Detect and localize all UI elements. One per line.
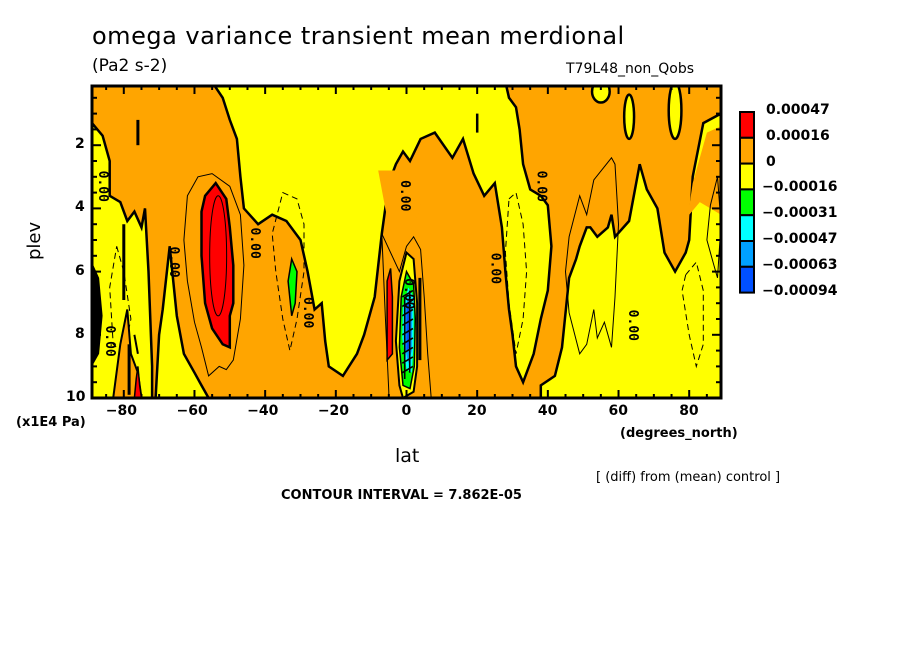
contour-value-label: 0.00 — [401, 278, 416, 309]
x-axis-label: lat — [395, 445, 420, 467]
colorbar-label: 0 — [766, 153, 776, 170]
y-tick-label: 6 — [75, 262, 85, 279]
colorbar-swatch — [739, 111, 755, 139]
contour-line — [183, 173, 245, 377]
contour-line — [209, 195, 228, 317]
contour-value-label: 0.00 — [247, 228, 262, 259]
level-fill-yellow-spike — [154, 246, 211, 398]
colorbar-swatch — [739, 136, 755, 165]
x-tick-label: 40 — [537, 403, 558, 419]
level-fill-orange-intrusion — [378, 164, 421, 272]
x-tick-label: −60 — [176, 403, 208, 419]
level-fill-green-south — [287, 256, 298, 317]
y-tick-label: 4 — [75, 199, 85, 216]
level-fill-yellow-central — [213, 86, 553, 386]
contour-value-label: 0.00 — [166, 246, 181, 277]
colorbar-swatch — [739, 214, 755, 242]
level-fill-orange-spike — [112, 309, 143, 398]
y-tick-label: 10 — [66, 389, 86, 405]
colorbar-label: −0.00016 — [762, 179, 838, 196]
contour-line-negative — [681, 261, 704, 369]
diff-note: [ (diff) from (mean) control ] — [596, 470, 781, 485]
colorbar-swatch — [739, 162, 755, 191]
x-tick-label: −40 — [247, 403, 279, 419]
y-axis-unit: (x1E4 Pa) — [16, 415, 86, 430]
contour-line-negative — [504, 191, 528, 354]
contour-line-negative — [109, 246, 132, 355]
contour-value-label: 0.00 — [95, 171, 110, 202]
colorbar-label: 0.00016 — [766, 127, 830, 144]
x-axis-unit: (degrees_north) — [620, 426, 738, 441]
colorbar-label: −0.00047 — [762, 231, 838, 247]
level-fill-yellow-blob — [622, 93, 636, 141]
experiment-label: T79L48_non_Qobs — [566, 61, 695, 77]
colorbar-label: −0.00094 — [762, 282, 838, 299]
units-label: (Pa2 s-2) — [92, 56, 168, 76]
axis-ticks — [92, 86, 721, 398]
contour-field: 0.00 0.00 0.00 0.00 0.00 0.00 0.00 0.00 0.00 0.00 — [92, 86, 721, 398]
contour-value-label: 0.00 — [397, 180, 412, 211]
contour-line — [133, 334, 139, 354]
contour-value-label: 0.00 — [102, 325, 117, 356]
contour-line — [564, 156, 620, 355]
level-fill-red-south-pole — [133, 366, 143, 398]
x-tick-label: 0 — [401, 403, 412, 419]
contour-value-label: 0.00 — [533, 171, 548, 202]
x-tick-label: −20 — [317, 403, 350, 419]
colorbar-label: −0.00031 — [762, 205, 838, 222]
level-fill-red-equator — [386, 268, 394, 363]
x-tick-label: 80 — [679, 403, 699, 419]
colorbar-swatch — [739, 188, 755, 217]
y-tick-label: 2 — [75, 136, 85, 153]
y-tick-label: 8 — [75, 325, 85, 342]
contour-value-label: 0.00 — [300, 297, 315, 328]
colorbar-label: 0.00047 — [766, 102, 830, 118]
x-tick-label: 20 — [467, 403, 487, 419]
colorbar-swatch — [739, 240, 755, 268]
level-fill-yellow-blob — [667, 86, 683, 141]
colorbar — [739, 111, 755, 294]
contour-value-label: 0.00 — [625, 310, 640, 341]
level-fill-orange-ne — [682, 126, 721, 256]
colorbar-label: −0.00063 — [762, 256, 838, 273]
chart-title: omega variance transient mean merdional — [92, 22, 625, 50]
y-axis-label: plev — [24, 221, 45, 260]
contour-line-negative — [271, 191, 305, 351]
contour-interval: CONTOUR INTERVAL = 7.862E-05 — [281, 488, 522, 503]
colorbar-swatch — [739, 265, 755, 294]
level-fill-yellow-blob — [590, 86, 611, 104]
level-fill-yellow-south-pole — [92, 121, 154, 398]
x-tick-label: −80 — [105, 403, 138, 419]
contour-value-label: 0.00 — [487, 253, 502, 284]
contour-line-negative — [401, 289, 414, 298]
x-tick-label: 60 — [608, 403, 628, 419]
